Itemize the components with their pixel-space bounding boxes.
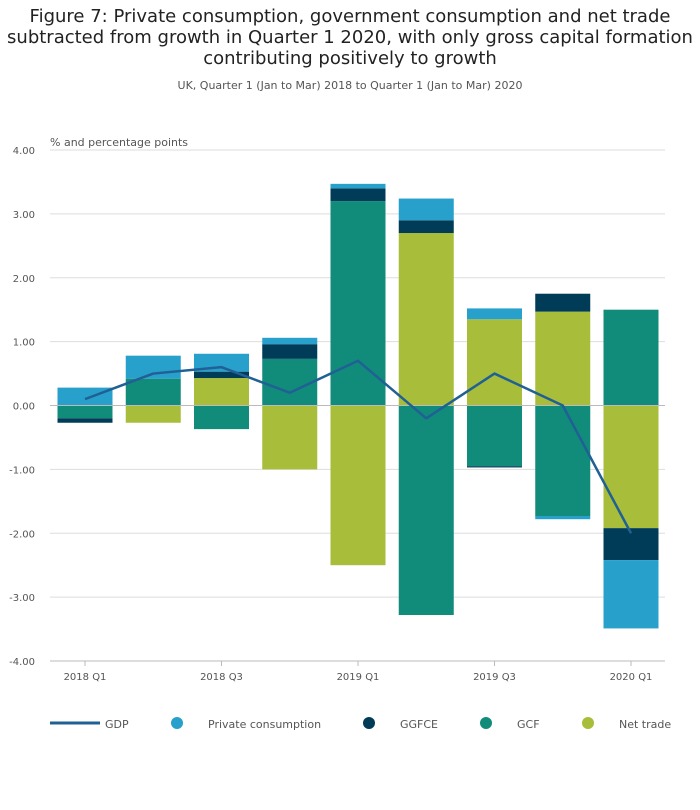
bar-ggfce — [262, 344, 318, 359]
bar-private-consumption — [194, 353, 249, 372]
bar-private-consumption — [603, 560, 659, 629]
legend-ggfce-icon — [363, 717, 375, 729]
bar-gcf — [57, 405, 113, 419]
bar-ggfce — [398, 220, 454, 234]
x-tick-label: 2018 Q3 — [200, 672, 243, 683]
bar-net-trade — [467, 319, 522, 406]
bar-gcf — [398, 405, 454, 616]
bar-net-trade — [330, 405, 386, 566]
bar-net-trade — [603, 405, 659, 529]
x-tick-label: 2020 Q1 — [610, 672, 653, 683]
bar-private-consumption — [398, 198, 454, 221]
bar-private-consumption — [330, 183, 386, 189]
bar-gcf — [262, 358, 318, 406]
gdp-line — [84, 359, 633, 534]
bar-ggfce — [603, 528, 659, 561]
bar-ggfce — [57, 418, 113, 423]
legend-label: GDP — [105, 718, 129, 731]
bar-ggfce — [467, 466, 522, 468]
bar-private-consumption — [262, 337, 318, 345]
legend-label: GGFCE — [400, 718, 438, 731]
y-tick-label: -2.00 — [9, 529, 35, 540]
y-tick-label: 0.00 — [13, 402, 35, 413]
y-tick-label: -4.00 — [9, 657, 35, 668]
y-tick-label: 4.00 — [13, 146, 35, 157]
y-tick-label: -1.00 — [9, 465, 35, 476]
y-tick-label: 1.00 — [13, 338, 35, 349]
legend-label: GCF — [517, 718, 540, 731]
legend-private-consumption-icon — [171, 717, 183, 729]
y-axis-label: % and percentage points — [50, 136, 188, 149]
bar-ggfce — [330, 188, 386, 202]
bar-gcf — [125, 378, 181, 406]
y-tick-label: 3.00 — [13, 210, 35, 221]
bar-net-trade — [194, 378, 249, 406]
y-tick-label: 2.00 — [13, 274, 35, 285]
chart-subtitle: UK, Quarter 1 (Jan to Mar) 2018 to Quart… — [177, 79, 523, 92]
bar-net-trade — [398, 233, 454, 406]
bar-ggfce — [194, 371, 249, 379]
bar-private-consumption — [467, 308, 522, 320]
bar-gcf — [535, 405, 591, 517]
x-tick-label: 2019 Q1 — [337, 672, 380, 683]
bar-gcf — [467, 405, 522, 467]
y-tick-label: -3.00 — [9, 593, 35, 604]
bar-gcf — [330, 201, 386, 406]
x-tick-label: 2019 Q3 — [473, 672, 516, 683]
legend-label: Net trade — [619, 718, 671, 731]
legend-net-trade-icon — [582, 717, 594, 729]
legend-gcf-icon — [480, 717, 492, 729]
bar-private-consumption — [535, 516, 591, 520]
bar-net-trade — [262, 405, 318, 470]
x-tick-label: 2018 Q1 — [64, 672, 107, 683]
bar-private-consumption — [57, 387, 113, 406]
bar-private-consumption — [125, 355, 181, 379]
bar-ggfce — [535, 293, 591, 312]
bar-net-trade — [125, 405, 181, 423]
chart-title: Figure 7: Private consumption, governmen… — [7, 6, 693, 69]
bar-gcf — [194, 405, 249, 430]
bar-net-trade — [535, 311, 591, 406]
bar-gcf — [603, 309, 659, 406]
legend-label: Private consumption — [208, 718, 321, 731]
